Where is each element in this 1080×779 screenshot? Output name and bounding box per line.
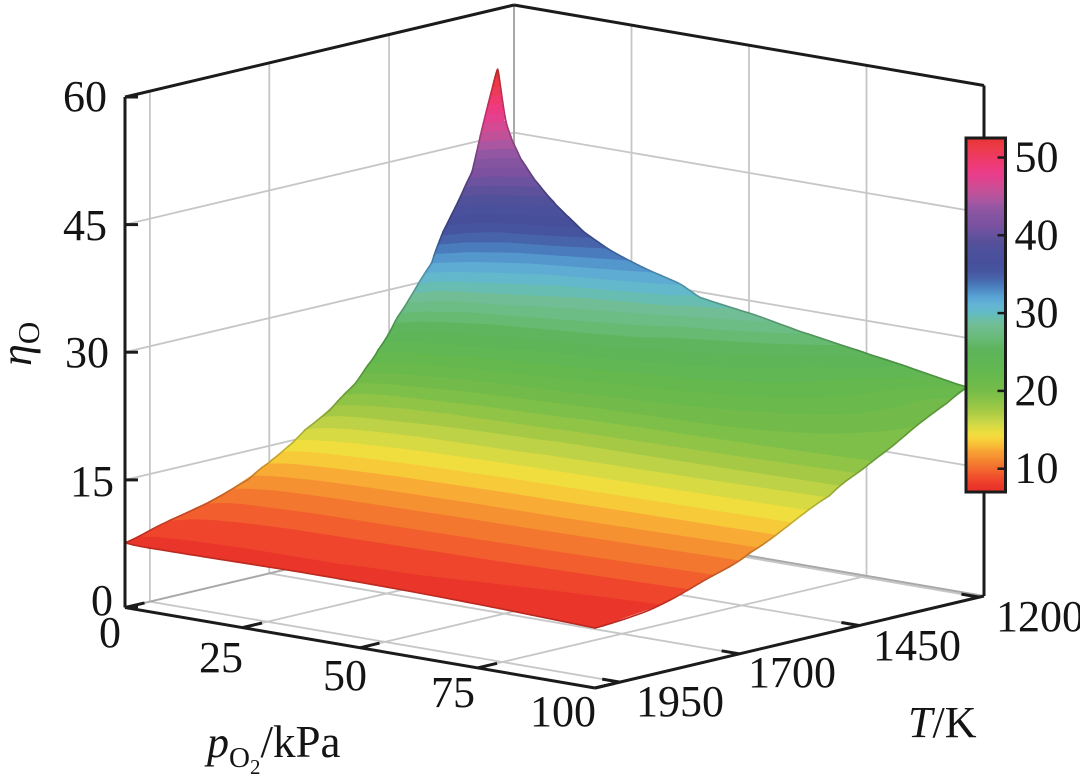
svg-text:pO2/kPa: pO2/kPa bbox=[204, 717, 340, 779]
svg-text:50: 50 bbox=[323, 651, 367, 700]
svg-text:20: 20 bbox=[1015, 366, 1059, 415]
svg-text:1950: 1950 bbox=[636, 677, 724, 726]
svg-text:1450: 1450 bbox=[873, 621, 961, 670]
svg-text:60: 60 bbox=[63, 72, 107, 121]
svg-text:0: 0 bbox=[99, 608, 121, 657]
svg-text:45: 45 bbox=[63, 201, 107, 250]
svg-text:0: 0 bbox=[91, 576, 113, 625]
svg-text:25: 25 bbox=[199, 633, 243, 682]
svg-text:15: 15 bbox=[70, 457, 114, 506]
svg-text:30: 30 bbox=[65, 328, 109, 377]
svg-text:50: 50 bbox=[1015, 133, 1059, 182]
svg-text:1700: 1700 bbox=[748, 648, 836, 697]
svg-text:1200: 1200 bbox=[996, 592, 1080, 641]
svg-text:10: 10 bbox=[1015, 444, 1059, 493]
svg-text:30: 30 bbox=[1015, 288, 1059, 337]
svg-text:T/K: T/K bbox=[908, 698, 977, 747]
svg-text:100: 100 bbox=[530, 687, 596, 736]
svg-text:75: 75 bbox=[431, 668, 475, 717]
svg-text:40: 40 bbox=[1015, 210, 1059, 259]
